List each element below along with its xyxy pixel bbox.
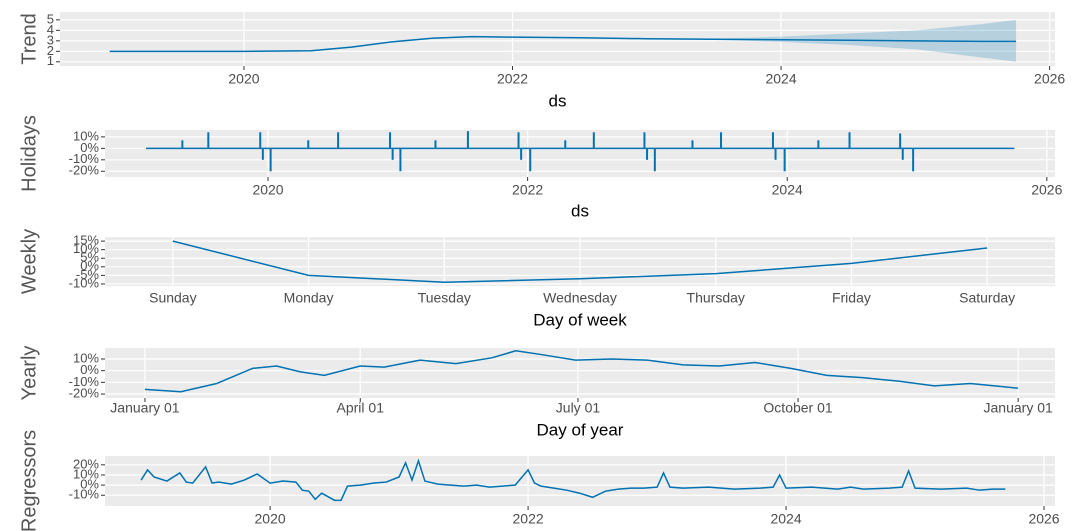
y-axis-title: Holidays — [18, 115, 40, 192]
x-tick-label: 2024 — [772, 182, 803, 198]
x-tick-label: 2026 — [1031, 182, 1062, 198]
x-tick-label: Sunday — [149, 290, 196, 306]
x-axis-title: ds — [549, 91, 567, 110]
x-axis-title: ds — [571, 201, 589, 220]
x-tick-label: July 01 — [556, 400, 601, 416]
y-tick-label: -10% — [69, 151, 100, 166]
x-tick-label: October 01 — [763, 400, 832, 416]
x-tick-label: Tuesday — [418, 290, 471, 306]
x-tick-label: Wednesday — [543, 290, 617, 306]
y-tick-label: 10% — [73, 466, 99, 481]
y-tick-label: 15% — [73, 233, 99, 248]
line — [140, 458, 1006, 502]
x-tick-label: January 01 — [984, 400, 1053, 416]
x-tick-label: 2020 — [228, 71, 259, 87]
x-tick-label: 2020 — [255, 511, 286, 527]
x-tick-label: 2026 — [1028, 511, 1059, 527]
x-tick-label: 2022 — [512, 182, 543, 198]
y-tick-label: 4 — [47, 22, 54, 37]
y-tick-label: -10% — [69, 487, 100, 502]
x-tick-label: 2022 — [513, 511, 544, 527]
line — [109, 35, 1017, 53]
y-tick-label: -10% — [69, 374, 100, 389]
x-tick-label: 2024 — [765, 71, 796, 87]
y-tick-label: 0% — [80, 362, 99, 377]
y-tick-label: 10% — [73, 350, 99, 365]
x-tick-label: Saturday — [959, 290, 1015, 306]
y-axis-title: Regressors — [18, 430, 40, 531]
x-tick-label: Thursday — [687, 290, 745, 306]
y-tick-label: 0% — [80, 140, 99, 155]
y-tick-label: -5% — [76, 267, 100, 282]
y-tick-label: -20% — [69, 385, 100, 400]
y-tick-label: 1 — [47, 53, 54, 68]
y-tick-label: 10% — [73, 128, 99, 143]
panel-background — [60, 12, 1055, 66]
line — [144, 350, 1019, 393]
y-axis-title: Trend — [18, 13, 40, 65]
y-tick-label: 0% — [80, 477, 99, 492]
y-tick-label: 2 — [47, 43, 54, 58]
y-tick-label: 0% — [80, 258, 99, 273]
y-axis-title: Weekly — [18, 229, 40, 294]
x-tick-label: Friday — [832, 290, 871, 306]
x-tick-label: 2022 — [497, 71, 528, 87]
panel-background — [105, 348, 1055, 398]
y-tick-label: 5% — [80, 250, 99, 265]
x-tick-label: 2024 — [770, 511, 801, 527]
line — [172, 240, 988, 283]
x-axis-title: Day of year — [537, 420, 624, 439]
y-tick-label: 5 — [47, 11, 54, 26]
x-tick-label: 2020 — [252, 182, 283, 198]
y-tick-label: 10% — [73, 241, 99, 256]
x-axis-title: Day of week — [533, 310, 627, 329]
y-tick-label: 3 — [47, 32, 54, 47]
x-tick-label: January 01 — [110, 400, 179, 416]
x-tick-label: 2026 — [1034, 71, 1065, 87]
x-tick-label: April 01 — [337, 400, 385, 416]
y-tick-label: -10% — [69, 275, 100, 290]
y-tick-label: 20% — [73, 456, 99, 471]
y-tick-label: -20% — [69, 163, 100, 178]
y-axis-title: Yearly — [18, 346, 40, 401]
x-tick-label: Monday — [284, 290, 334, 306]
